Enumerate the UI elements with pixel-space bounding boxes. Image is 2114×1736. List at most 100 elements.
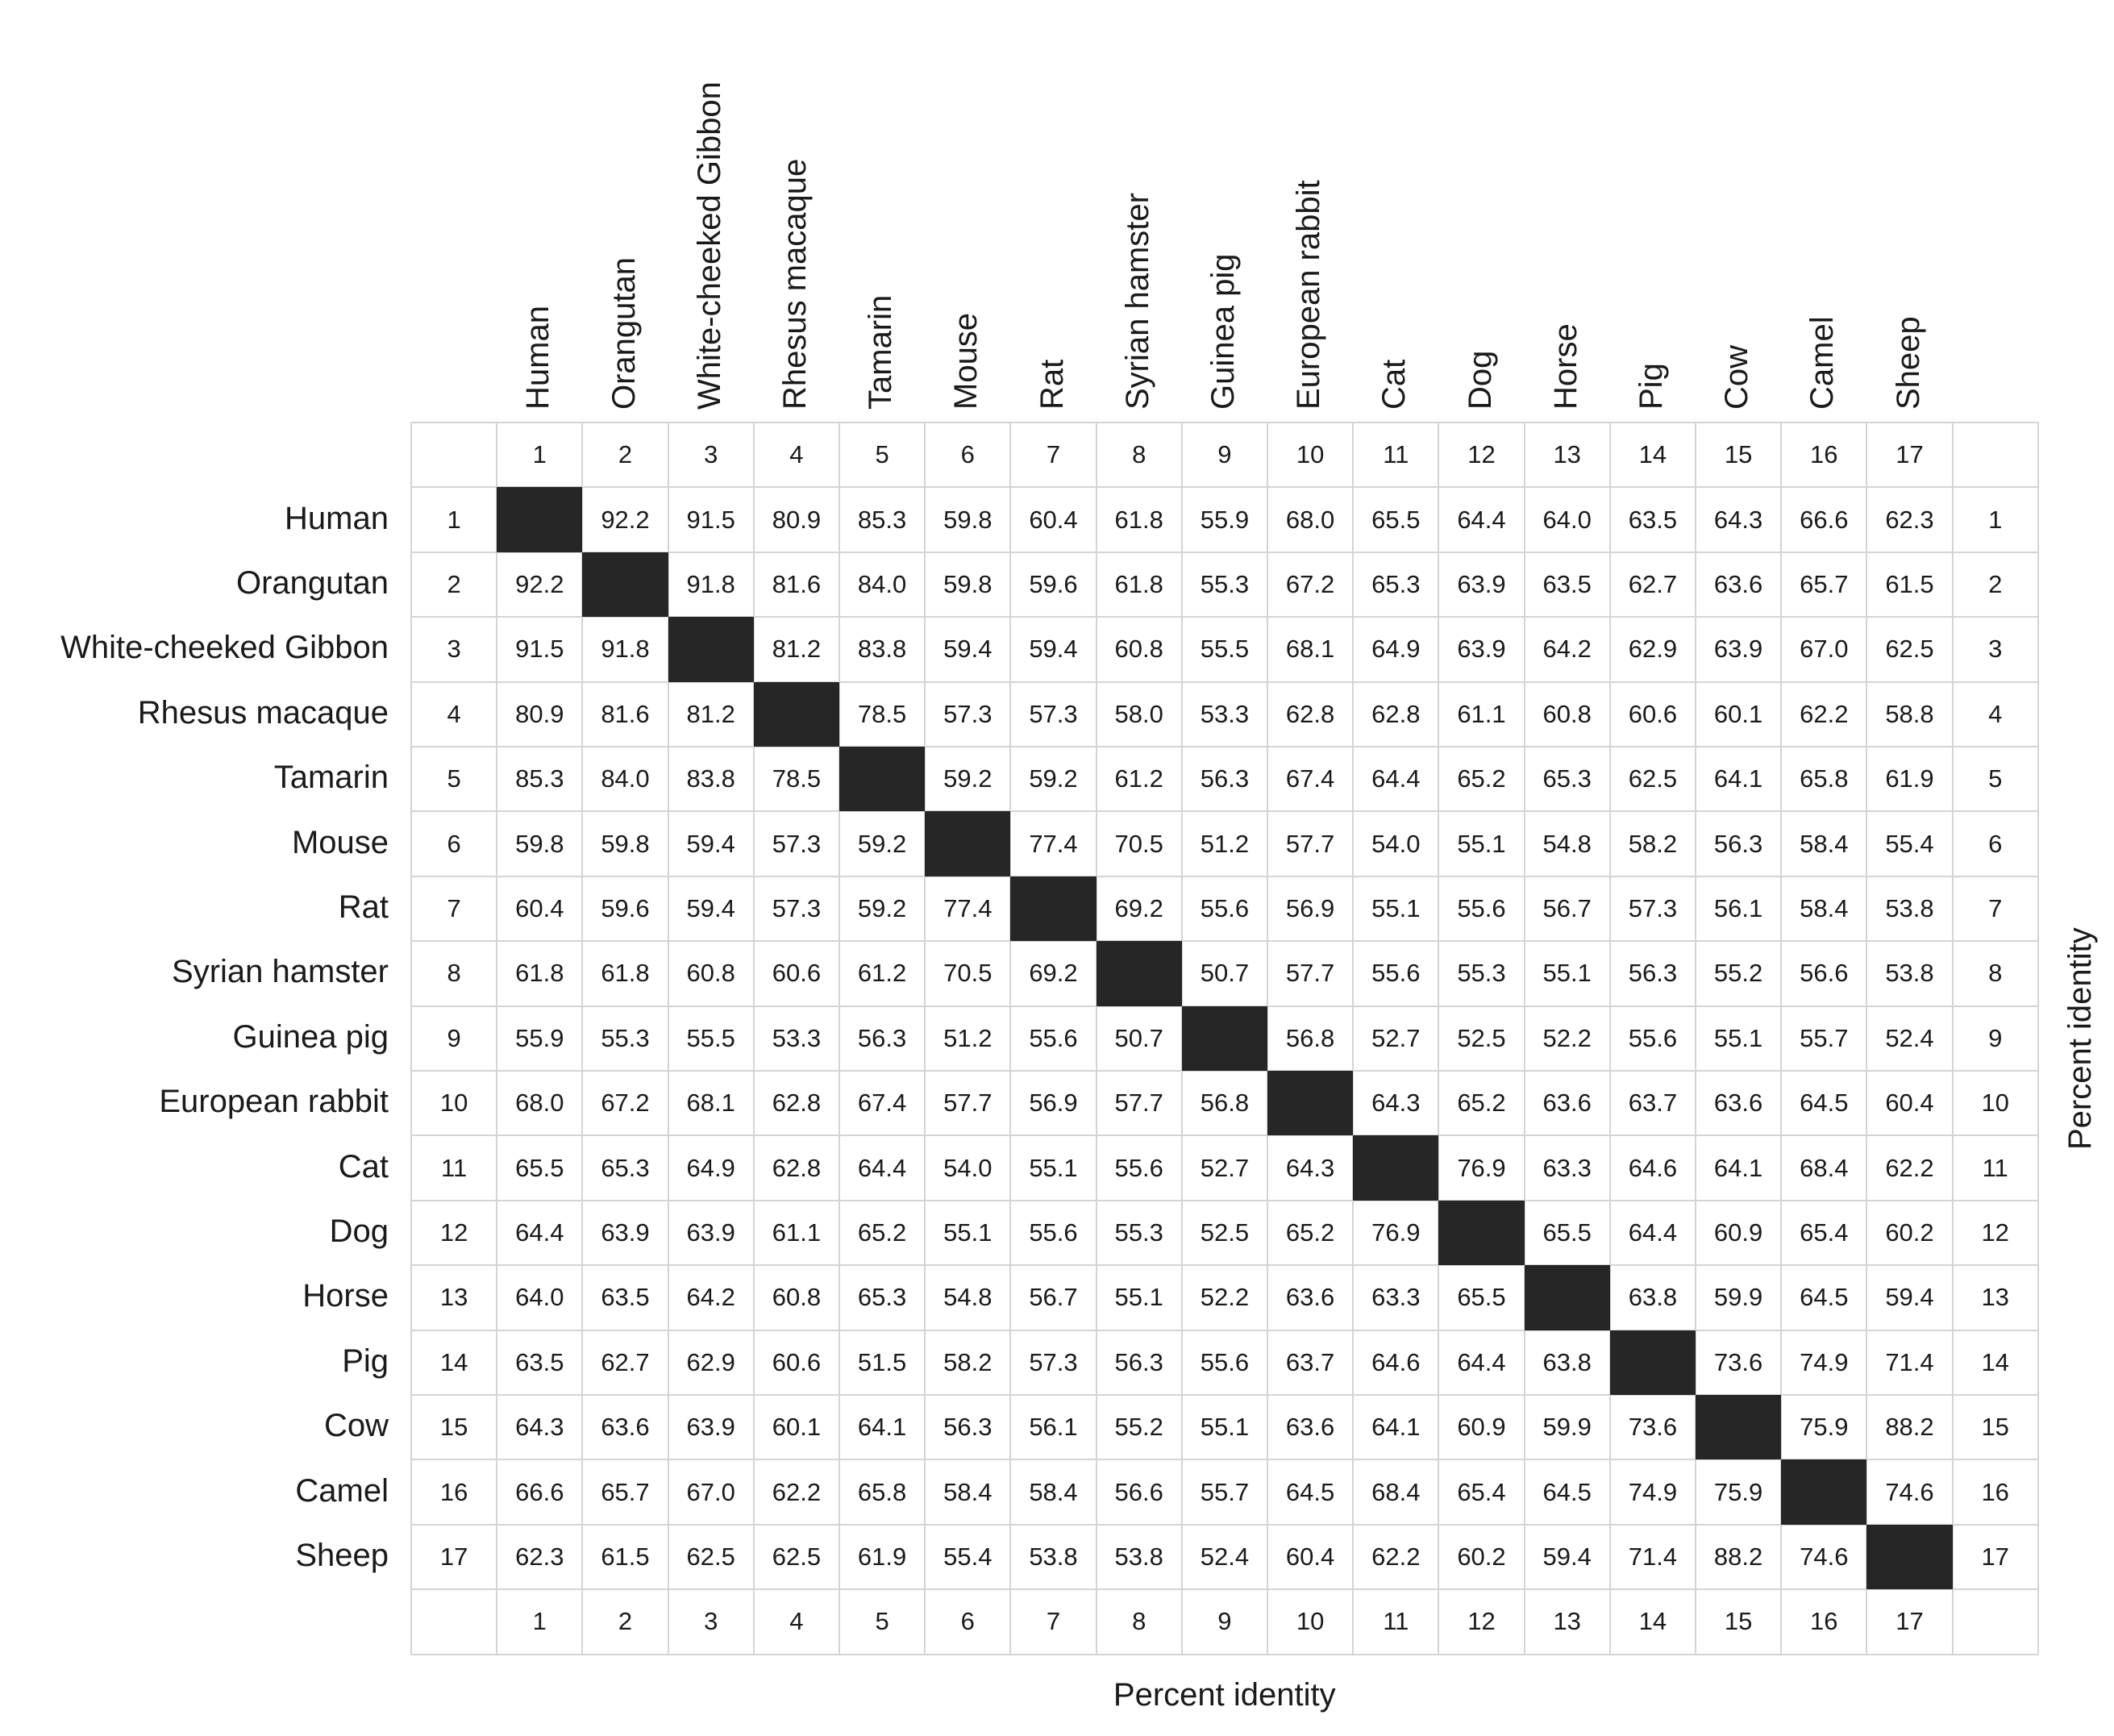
matrix-value: 56.6 [1800, 959, 1849, 988]
matrix-value: 56.1 [1029, 1413, 1078, 1442]
matrix-value: 63.5 [1542, 569, 1592, 598]
grid-line-vertical [410, 423, 412, 1655]
matrix-value: 81.6 [772, 569, 822, 598]
grid-line-horizontal [411, 1329, 2038, 1331]
matrix-value: 63.5 [515, 1347, 564, 1376]
matrix-value: 67.2 [1285, 569, 1335, 598]
column-index-top: 14 [1638, 440, 1667, 469]
matrix-value: 59.4 [1542, 1542, 1592, 1571]
matrix-value: 64.5 [1800, 1089, 1849, 1118]
matrix-value: 50.7 [1200, 959, 1250, 988]
matrix-value: 55.7 [1800, 1023, 1849, 1052]
grid-line-vertical [924, 423, 926, 1655]
column-index-bottom: 7 [1046, 1607, 1061, 1636]
matrix-value: 71.4 [1885, 1347, 1934, 1376]
matrix-value: 64.6 [1628, 1153, 1678, 1182]
grid-line-vertical [1866, 423, 1868, 1655]
matrix-value: 60.9 [1457, 1413, 1506, 1442]
matrix-value: 56.1 [1713, 893, 1763, 922]
column-index-top: 3 [704, 440, 718, 469]
matrix-value: 60.8 [686, 959, 735, 988]
column-label: Pig [1633, 363, 1669, 410]
matrix-value: 65.3 [1371, 569, 1421, 598]
matrix-value: 60.1 [1713, 699, 1763, 728]
matrix-value: 60.8 [1542, 699, 1592, 728]
row-label: Rhesus macaque [137, 694, 389, 731]
matrix-value: 55.6 [1029, 1218, 1078, 1247]
diagonal-cell [1010, 876, 1097, 942]
diagonal-cell [1353, 1135, 1439, 1201]
column-index-bottom: 17 [1896, 1607, 1924, 1636]
row-index-left: 2 [447, 569, 461, 598]
matrix-value: 64.4 [1628, 1218, 1678, 1247]
matrix-value: 58.4 [1029, 1477, 1078, 1506]
matrix-value: 59.2 [857, 893, 907, 922]
grid-line-vertical [752, 423, 755, 1655]
grid-line-horizontal [411, 1653, 2038, 1655]
matrix-value: 57.7 [943, 1089, 992, 1118]
matrix-value: 64.1 [1713, 1153, 1763, 1182]
matrix-value: 62.7 [601, 1347, 650, 1376]
row-label: Guinea pig [232, 1018, 389, 1055]
matrix-value: 59.8 [943, 505, 992, 534]
row-index-left: 1 [447, 505, 461, 534]
matrix-value: 61.5 [601, 1542, 650, 1571]
matrix-value: 55.6 [1029, 1023, 1078, 1052]
matrix-value: 59.4 [686, 829, 735, 858]
grid-line-horizontal [411, 810, 2038, 813]
matrix-value: 91.8 [686, 569, 735, 598]
matrix-value: 62.5 [1628, 764, 1678, 793]
row-index-right: 7 [1988, 893, 2003, 922]
matrix-value: 51.2 [1200, 829, 1250, 858]
matrix-value: 62.9 [686, 1347, 735, 1376]
matrix-value: 65.7 [1800, 569, 1849, 598]
matrix-value: 56.7 [1542, 893, 1592, 922]
row-index-left: 3 [447, 635, 461, 664]
grid-line-horizontal [411, 1523, 2038, 1526]
row-label: European rabbit [159, 1084, 389, 1120]
matrix-value: 55.2 [1713, 959, 1763, 988]
matrix-value: 64.3 [1371, 1089, 1421, 1118]
matrix-value: 63.5 [601, 1283, 650, 1312]
column-index-top: 5 [875, 440, 889, 469]
matrix-value: 55.2 [1114, 1413, 1163, 1442]
diagonal-cell [753, 681, 839, 747]
row-index-right: 13 [1981, 1283, 2009, 1312]
row-index-left: 4 [447, 699, 461, 728]
column-label: White-cheeked Gibbon [691, 81, 727, 410]
matrix-value: 73.6 [1628, 1413, 1678, 1442]
matrix-value: 91.5 [686, 505, 735, 534]
matrix-value: 55.1 [1371, 893, 1421, 922]
matrix-value: 62.2 [1371, 1542, 1421, 1571]
matrix-value: 56.3 [1114, 1347, 1163, 1376]
matrix-value: 55.6 [1371, 959, 1421, 988]
matrix-value: 58.0 [1114, 699, 1163, 728]
matrix-value: 55.5 [686, 1023, 735, 1052]
column-index-top: 6 [960, 440, 975, 469]
matrix-value: 63.6 [1713, 1089, 1763, 1118]
matrix-value: 62.5 [772, 1542, 822, 1571]
matrix-value: 64.4 [1371, 764, 1421, 793]
row-index-right: 4 [1988, 699, 2003, 728]
row-label: Camel [295, 1472, 389, 1509]
matrix-value: 52.2 [1542, 1023, 1592, 1052]
matrix-value: 66.6 [515, 1477, 564, 1506]
matrix-value: 55.1 [943, 1218, 992, 1247]
matrix-value: 65.5 [1457, 1283, 1506, 1312]
matrix-value: 75.9 [1800, 1413, 1849, 1442]
row-index-right: 2 [1988, 569, 2003, 598]
matrix-value: 64.4 [515, 1218, 564, 1247]
matrix-value: 55.1 [1542, 959, 1592, 988]
matrix-value: 84.0 [857, 569, 907, 598]
matrix-value: 59.2 [1029, 764, 1078, 793]
matrix-value: 83.8 [686, 764, 735, 793]
diagonal-cell [839, 747, 926, 812]
matrix-value: 65.5 [1542, 1218, 1592, 1247]
column-label: European rabbit [1291, 180, 1327, 410]
row-index-left: 17 [439, 1542, 468, 1571]
row-index-left: 10 [439, 1089, 468, 1118]
matrix-value: 64.4 [1457, 1347, 1506, 1376]
matrix-value: 76.9 [1457, 1153, 1506, 1182]
matrix-value: 58.4 [1800, 893, 1849, 922]
matrix-value: 60.8 [772, 1283, 822, 1312]
